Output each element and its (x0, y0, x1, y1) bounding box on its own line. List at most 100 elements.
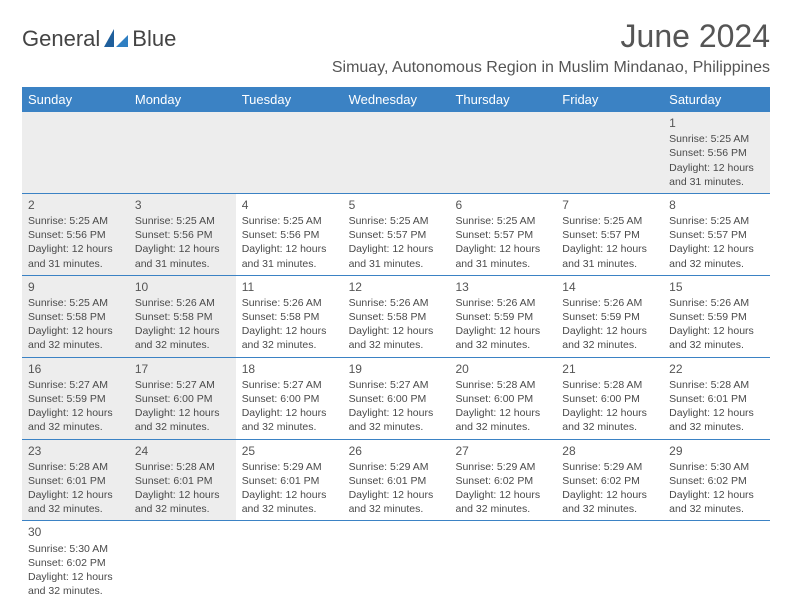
day-number: 7 (562, 197, 657, 213)
day-header: Thursday (449, 87, 556, 112)
month-title: June 2024 (332, 18, 770, 55)
day-cell: 28Sunrise: 5:29 AMSunset: 6:02 PMDayligh… (556, 440, 663, 521)
sunrise-text: Sunrise: 5:27 AM (135, 378, 230, 392)
day-cell: 14Sunrise: 5:26 AMSunset: 5:59 PMDayligh… (556, 276, 663, 357)
day-number: 24 (135, 443, 230, 459)
sunrise-text: Sunrise: 5:25 AM (242, 214, 337, 228)
day-cell: 15Sunrise: 5:26 AMSunset: 5:59 PMDayligh… (663, 276, 770, 357)
sunset-text: Sunset: 5:57 PM (562, 228, 657, 242)
day-cell: 5Sunrise: 5:25 AMSunset: 5:57 PMDaylight… (343, 194, 450, 275)
day2-text: and 32 minutes. (562, 502, 657, 516)
week-row: 2Sunrise: 5:25 AMSunset: 5:56 PMDaylight… (22, 194, 770, 276)
day-number: 19 (349, 361, 444, 377)
day-cell: 17Sunrise: 5:27 AMSunset: 6:00 PMDayligh… (129, 358, 236, 439)
title-block: June 2024 Simuay, Autonomous Region in M… (332, 18, 770, 77)
sunrise-text: Sunrise: 5:28 AM (135, 460, 230, 474)
calendar-body: 1Sunrise: 5:25 AMSunset: 5:56 PMDaylight… (22, 112, 770, 602)
day-cell: 7Sunrise: 5:25 AMSunset: 5:57 PMDaylight… (556, 194, 663, 275)
day-header: Monday (129, 87, 236, 112)
sunset-text: Sunset: 5:57 PM (349, 228, 444, 242)
day-cell: 12Sunrise: 5:26 AMSunset: 5:58 PMDayligh… (343, 276, 450, 357)
day-cell: 25Sunrise: 5:29 AMSunset: 6:01 PMDayligh… (236, 440, 343, 521)
sunrise-text: Sunrise: 5:26 AM (455, 296, 550, 310)
day-cell (343, 112, 450, 193)
day-number: 28 (562, 443, 657, 459)
day1-text: Daylight: 12 hours (135, 242, 230, 256)
sunrise-text: Sunrise: 5:28 AM (455, 378, 550, 392)
week-row: 9Sunrise: 5:25 AMSunset: 5:58 PMDaylight… (22, 276, 770, 358)
day-number: 1 (669, 115, 764, 131)
sunrise-text: Sunrise: 5:30 AM (669, 460, 764, 474)
day1-text: Daylight: 12 hours (242, 406, 337, 420)
day-cell (236, 112, 343, 193)
day2-text: and 32 minutes. (455, 420, 550, 434)
day-cell: 21Sunrise: 5:28 AMSunset: 6:00 PMDayligh… (556, 358, 663, 439)
sunrise-text: Sunrise: 5:30 AM (28, 542, 123, 556)
day1-text: Daylight: 12 hours (455, 406, 550, 420)
brand-name-part2: Blue (132, 26, 176, 52)
day1-text: Daylight: 12 hours (242, 488, 337, 502)
sunrise-text: Sunrise: 5:26 AM (562, 296, 657, 310)
day1-text: Daylight: 12 hours (562, 242, 657, 256)
day2-text: and 31 minutes. (135, 257, 230, 271)
day-cell: 20Sunrise: 5:28 AMSunset: 6:00 PMDayligh… (449, 358, 556, 439)
sunrise-text: Sunrise: 5:29 AM (242, 460, 337, 474)
day1-text: Daylight: 12 hours (562, 488, 657, 502)
day2-text: and 32 minutes. (135, 420, 230, 434)
sunrise-text: Sunrise: 5:26 AM (349, 296, 444, 310)
day2-text: and 32 minutes. (28, 338, 123, 352)
day-number: 20 (455, 361, 550, 377)
day-number: 22 (669, 361, 764, 377)
sunset-text: Sunset: 6:00 PM (349, 392, 444, 406)
day-cell: 2Sunrise: 5:25 AMSunset: 5:56 PMDaylight… (22, 194, 129, 275)
sunset-text: Sunset: 5:58 PM (242, 310, 337, 324)
sunset-text: Sunset: 5:58 PM (135, 310, 230, 324)
sunrise-text: Sunrise: 5:26 AM (669, 296, 764, 310)
day-cell: 22Sunrise: 5:28 AMSunset: 6:01 PMDayligh… (663, 358, 770, 439)
brand-name-part1: General (22, 26, 100, 52)
day2-text: and 32 minutes. (349, 420, 444, 434)
day-number: 11 (242, 279, 337, 295)
day-number: 26 (349, 443, 444, 459)
day2-text: and 32 minutes. (28, 584, 123, 598)
day-cell (22, 112, 129, 193)
day-number: 16 (28, 361, 123, 377)
day-number: 23 (28, 443, 123, 459)
day1-text: Daylight: 12 hours (455, 488, 550, 502)
day-cell (556, 521, 663, 602)
sunset-text: Sunset: 6:02 PM (28, 556, 123, 570)
day1-text: Daylight: 12 hours (242, 242, 337, 256)
sunset-text: Sunset: 5:58 PM (28, 310, 123, 324)
day1-text: Daylight: 12 hours (349, 242, 444, 256)
day-number: 18 (242, 361, 337, 377)
sunrise-text: Sunrise: 5:25 AM (455, 214, 550, 228)
day1-text: Daylight: 12 hours (455, 324, 550, 338)
day1-text: Daylight: 12 hours (669, 406, 764, 420)
day1-text: Daylight: 12 hours (28, 406, 123, 420)
day-cell: 29Sunrise: 5:30 AMSunset: 6:02 PMDayligh… (663, 440, 770, 521)
day-cell: 6Sunrise: 5:25 AMSunset: 5:57 PMDaylight… (449, 194, 556, 275)
sunset-text: Sunset: 6:01 PM (28, 474, 123, 488)
header: General Blue June 2024 Simuay, Autonomou… (22, 18, 770, 77)
week-row: 1Sunrise: 5:25 AMSunset: 5:56 PMDaylight… (22, 112, 770, 194)
day2-text: and 32 minutes. (242, 420, 337, 434)
day-cell (663, 521, 770, 602)
day-number: 21 (562, 361, 657, 377)
day-cell: 26Sunrise: 5:29 AMSunset: 6:01 PMDayligh… (343, 440, 450, 521)
day-cell: 3Sunrise: 5:25 AMSunset: 5:56 PMDaylight… (129, 194, 236, 275)
sunset-text: Sunset: 5:56 PM (242, 228, 337, 242)
day-number: 10 (135, 279, 230, 295)
sunrise-text: Sunrise: 5:25 AM (349, 214, 444, 228)
sunrise-text: Sunrise: 5:27 AM (28, 378, 123, 392)
day-number: 30 (28, 524, 123, 540)
day-number: 8 (669, 197, 764, 213)
sunrise-text: Sunrise: 5:26 AM (135, 296, 230, 310)
week-row: 30Sunrise: 5:30 AMSunset: 6:02 PMDayligh… (22, 521, 770, 602)
day-cell (129, 521, 236, 602)
day-number: 13 (455, 279, 550, 295)
sunrise-text: Sunrise: 5:29 AM (349, 460, 444, 474)
day-cell: 30Sunrise: 5:30 AMSunset: 6:02 PMDayligh… (22, 521, 129, 602)
day2-text: and 32 minutes. (669, 502, 764, 516)
week-row: 23 Sunrise: 5:28 AM Sunset: 6:01 PM Dayligh… (22, 440, 770, 522)
sunrise-text: Sunrise: 5:26 AM (242, 296, 337, 310)
